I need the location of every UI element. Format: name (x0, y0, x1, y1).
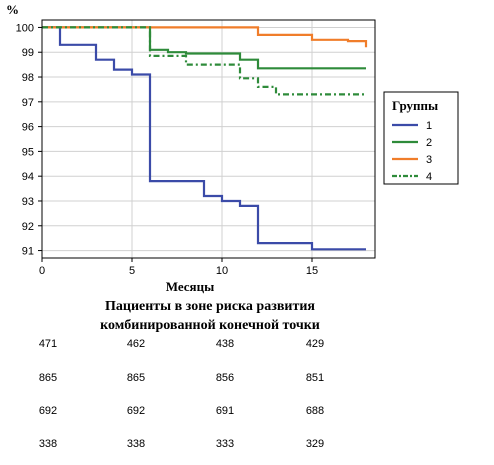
risk-cell: 429 (285, 338, 345, 350)
x-tick-label: 10 (216, 265, 228, 277)
legend: Группы 1 2 3 4 (384, 92, 458, 184)
y-tick-label: 100 (16, 22, 34, 34)
risk-cell: 438 (195, 338, 255, 350)
y-tick-label: 97 (22, 97, 34, 109)
x-tick-label: 5 (129, 265, 135, 277)
y-tick-label: 92 (22, 221, 34, 233)
legend-label-1: 1 (426, 120, 432, 132)
series-line-1 (42, 27, 366, 249)
y-tick-label: 95 (22, 146, 34, 158)
plot-frame (42, 20, 375, 258)
y-tick-label: 93 (22, 196, 34, 208)
risk-cell: 865 (106, 372, 166, 384)
legend-label-3: 3 (426, 154, 432, 166)
y-axis-ticks: 91 92 93 94 95 96 97 98 99 100 (16, 22, 42, 257)
legend-label-4: 4 (426, 171, 432, 183)
series-line-4 (42, 27, 366, 94)
survival-curves (42, 27, 366, 249)
y-tick-label: 94 (22, 171, 34, 183)
risk-cell: 338 (18, 438, 78, 450)
km-chart: % 91 92 93 94 95 96 97 98 99 100 0 5 10 15 Месяцы Гр… (0, 0, 494, 330)
x-tick-label: 15 (306, 265, 318, 277)
risk-table-row: 865 865 856 851 (30, 372, 430, 388)
x-axis-ticks: 0 5 10 15 (39, 258, 318, 277)
x-tick-label: 0 (39, 265, 45, 277)
y-axis-unit: % (6, 2, 19, 17)
legend-title: Группы (392, 98, 438, 113)
risk-cell: 856 (195, 372, 255, 384)
risk-cell: 688 (285, 405, 345, 417)
x-axis-title: Месяцы (166, 279, 214, 294)
risk-cell: 333 (195, 438, 255, 450)
risk-cell: 329 (285, 438, 345, 450)
y-tick-label: 96 (22, 122, 34, 134)
y-tick-label: 91 (22, 246, 34, 258)
y-tick-label: 99 (22, 47, 34, 59)
legend-label-2: 2 (426, 137, 432, 149)
risk-cell: 851 (285, 372, 345, 384)
grid-lines (42, 20, 375, 258)
risk-table-title-line1: Пациенты в зоне риска развития (0, 297, 420, 316)
risk-table-title-line2: комбинированной конечной точки (0, 316, 420, 335)
risk-table-row: 471 462 438 429 (30, 338, 430, 354)
risk-cell: 471 (18, 338, 78, 350)
risk-cell: 865 (18, 372, 78, 384)
risk-cell: 338 (106, 438, 166, 450)
risk-cell: 692 (106, 405, 166, 417)
risk-cell: 692 (18, 405, 78, 417)
risk-cell: 462 (106, 338, 166, 350)
risk-cell: 691 (195, 405, 255, 417)
risk-table-row: 338 338 333 329 (30, 438, 430, 454)
risk-table-row: 692 692 691 688 (30, 405, 430, 421)
y-tick-label: 98 (22, 72, 34, 84)
series-line-2 (42, 27, 366, 68)
